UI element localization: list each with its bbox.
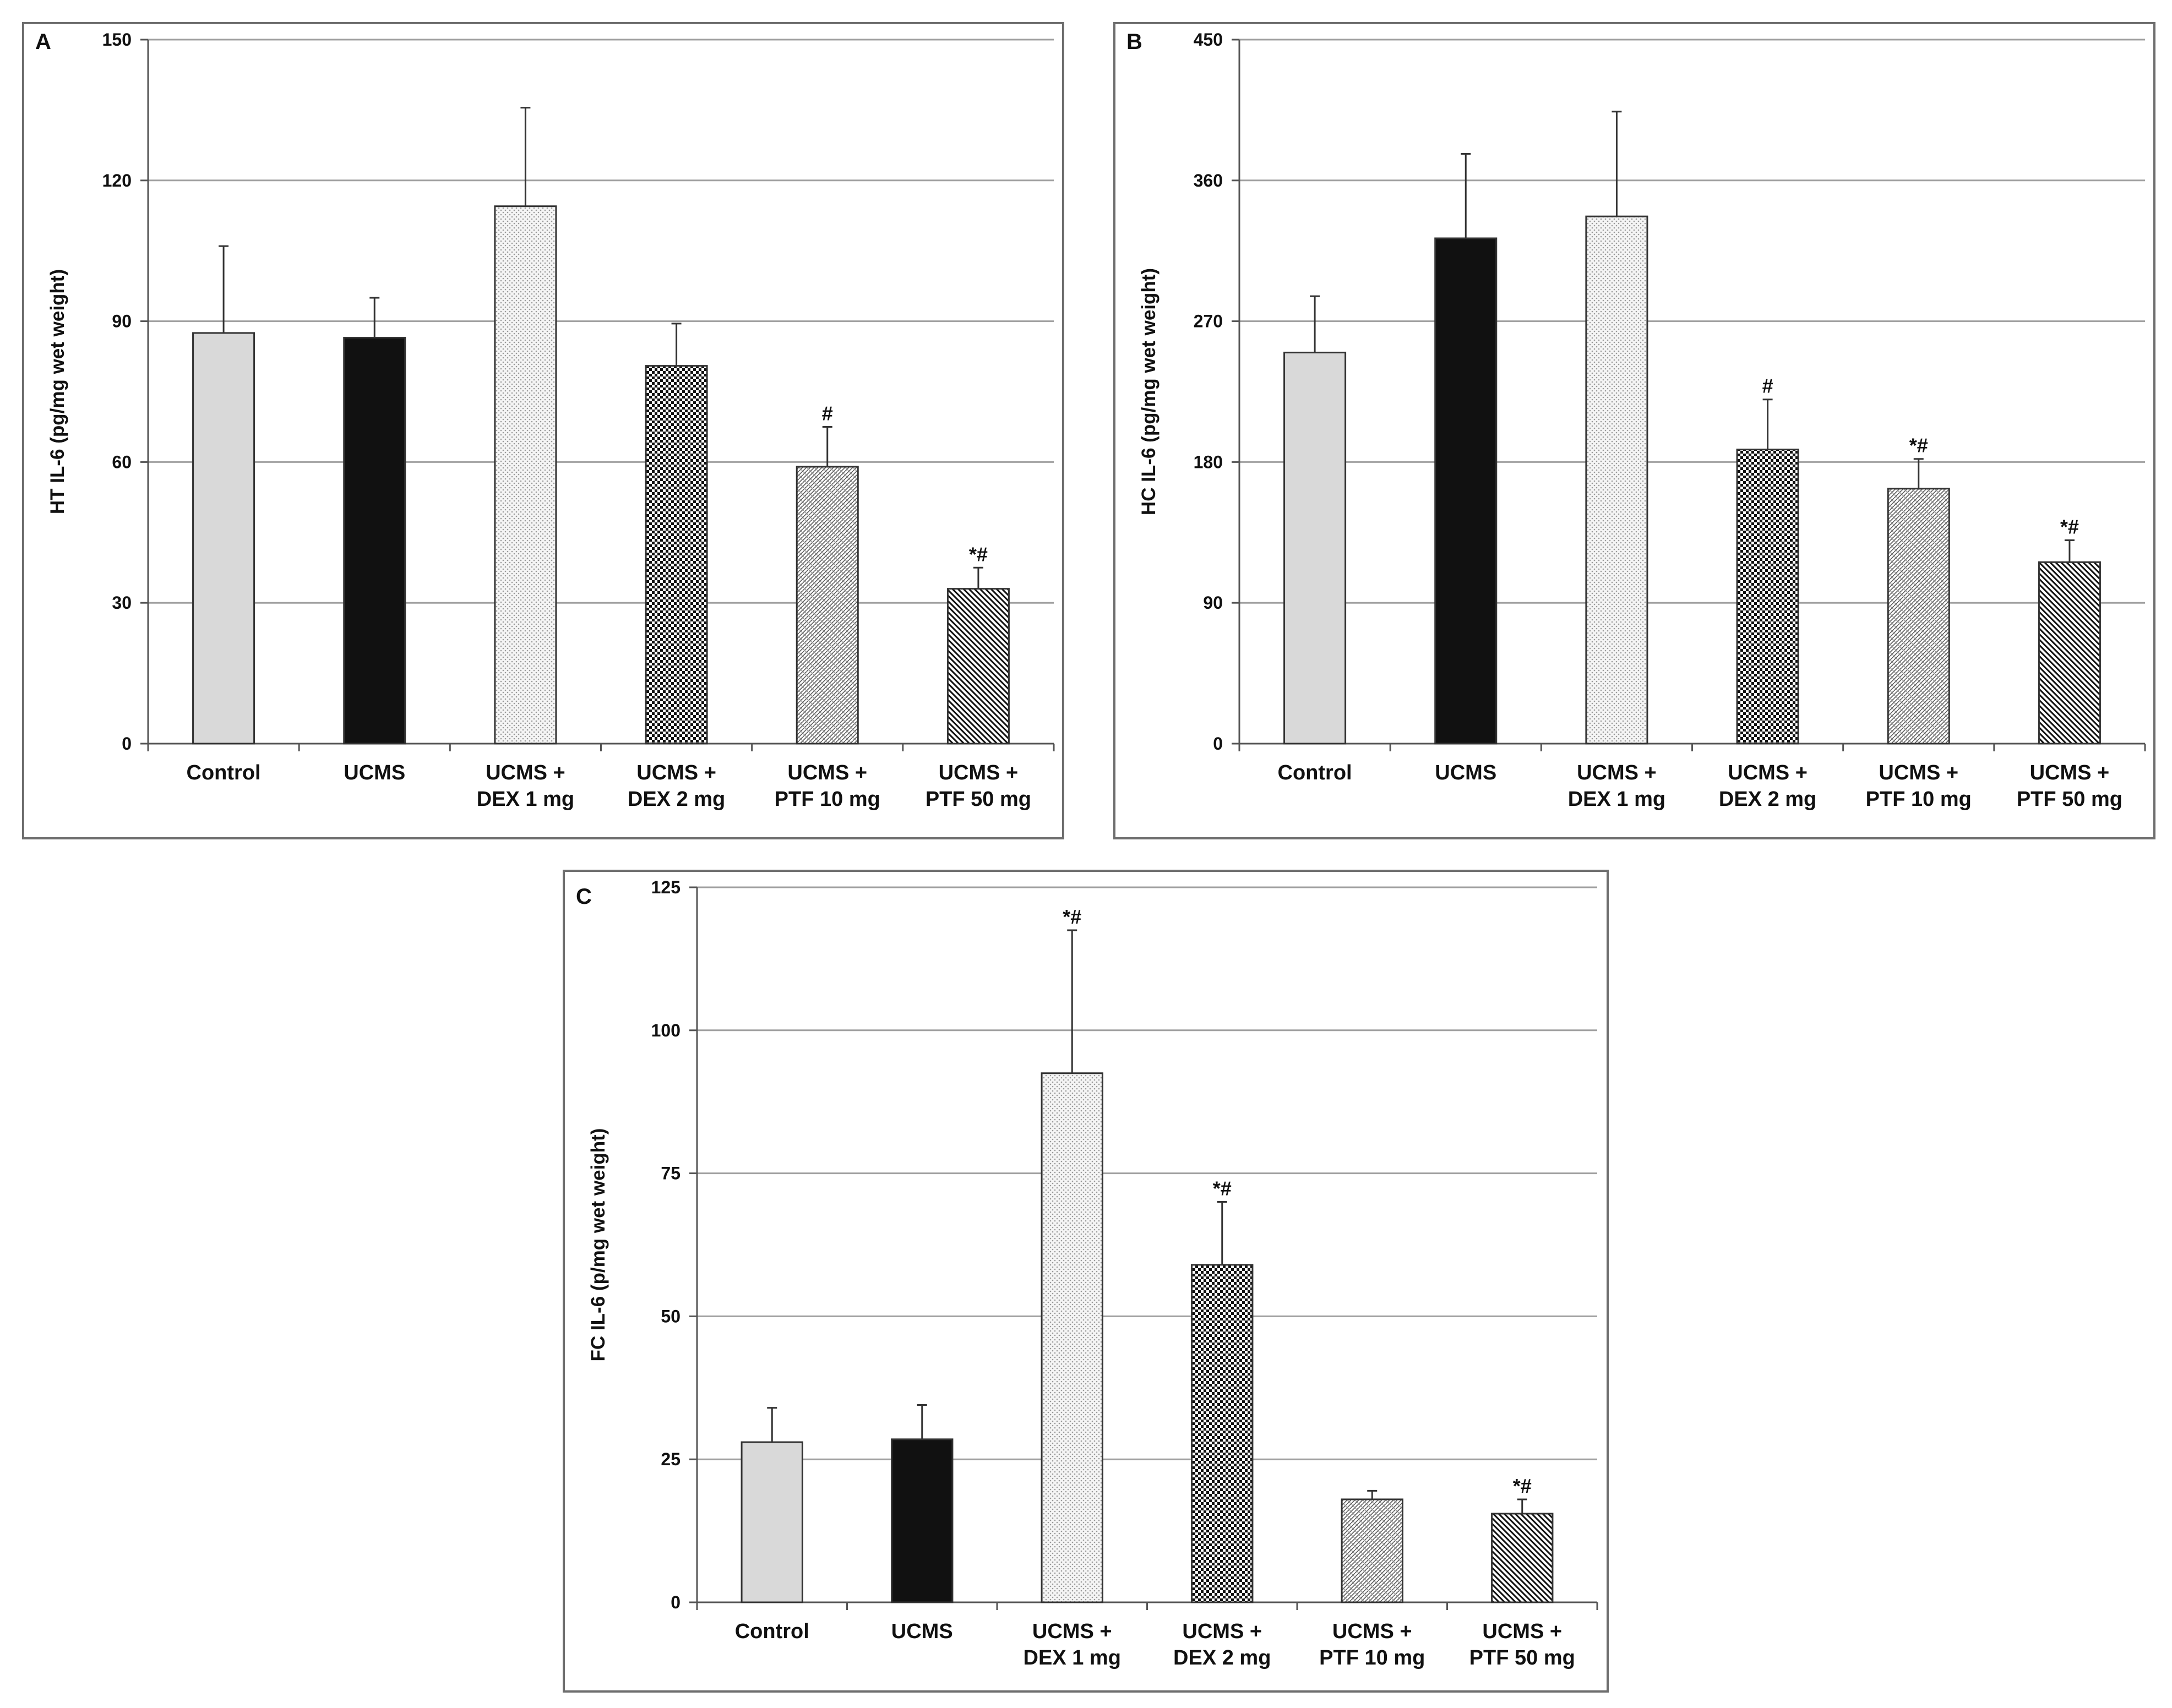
x-tick-label: UCMS +: [636, 761, 716, 784]
y-axis-title: FC IL-6 (p/mg wet weight): [587, 1128, 609, 1362]
x-tick-label: UCMS +: [1482, 1620, 1562, 1643]
x-tick-label: UCMS +: [1182, 1620, 1262, 1643]
x-tick-label: PTF 10 mg: [1319, 1646, 1425, 1669]
x-tick-label: DEX 1 mg: [1568, 788, 1665, 811]
x-tick-label: Control: [735, 1620, 809, 1643]
y-tick-label: 90: [1203, 593, 1223, 613]
x-tick-label: DEX 2 mg: [1719, 788, 1816, 811]
significance-annotation: *#: [2060, 516, 2079, 538]
x-tick-label: PTF 50 mg: [926, 788, 1031, 811]
bar: [796, 466, 859, 745]
significance-annotation: #: [822, 402, 833, 424]
significance-annotation: *#: [1063, 905, 1081, 928]
x-tick-label: UCMS +: [1728, 761, 1808, 784]
bar: [1283, 351, 1347, 745]
x-tick-label: UCMS +: [1332, 1620, 1412, 1643]
x-tick-label: Control: [187, 761, 261, 784]
y-tick-label: 75: [661, 1164, 681, 1183]
x-tick-label: UCMS +: [1577, 761, 1657, 784]
panel-label-a: A: [35, 30, 51, 54]
significance-annotation: *#: [969, 543, 988, 565]
bar: [1434, 237, 1498, 745]
bar: [1341, 1498, 1403, 1603]
panel-label-b: B: [1126, 30, 1142, 54]
y-tick-label: 90: [112, 312, 132, 331]
bar: [741, 1441, 803, 1603]
significance-annotation: *#: [1909, 434, 1928, 457]
x-tick-label: PTF 50 mg: [2017, 788, 2122, 811]
y-tick-label: 60: [112, 452, 132, 472]
x-tick-label: UCMS +: [2030, 761, 2110, 784]
bar: [2038, 561, 2101, 745]
x-tick-label: UCMS +: [787, 761, 867, 784]
y-tick-label: 0: [671, 1592, 681, 1612]
y-axis-title: HT IL-6 (pg/mg wet weight): [47, 269, 68, 514]
y-tick-label: 180: [1194, 452, 1223, 472]
y-tick-label: 120: [102, 171, 132, 190]
bar: [891, 1438, 954, 1603]
bar: [192, 332, 255, 745]
significance-annotation: *#: [1213, 1177, 1232, 1200]
bar: [645, 365, 708, 745]
y-tick-label: 100: [651, 1021, 681, 1040]
significance-annotation: #: [1762, 375, 1773, 397]
x-tick-label: DEX 2 mg: [1173, 1646, 1271, 1669]
x-tick-label: UCMS: [891, 1620, 953, 1643]
bar: [1887, 488, 1950, 745]
y-tick-label: 25: [661, 1449, 681, 1469]
chart-panel-b: 0 90 180 270 360 450 Control UCMS UCMS + DEX 1 mg…: [1113, 22, 2155, 839]
bar: [1041, 1072, 1103, 1603]
x-tick-label: DEX 1 mg: [1024, 1646, 1121, 1669]
bar: [343, 336, 406, 745]
y-tick-label: 50: [661, 1306, 681, 1326]
bar: [1736, 449, 1799, 745]
x-tick-label: UCMS +: [1032, 1620, 1112, 1643]
chart-panel-c: 0 25 50 75 100 125 Control UCMS *# UCMS + DEX 1 mg…: [563, 870, 1609, 1693]
y-tick-label: 360: [1194, 171, 1223, 190]
x-tick-label: PTF 10 mg: [1866, 788, 1972, 811]
x-tick-label: UCMS +: [939, 761, 1019, 784]
bar: [1585, 215, 1648, 745]
y-tick-label: 450: [1194, 30, 1223, 50]
y-tick-label: 0: [1213, 734, 1223, 754]
x-tick-label: UCMS: [1435, 761, 1496, 784]
x-tick-label: PTF 10 mg: [775, 788, 880, 811]
chart-a-svg: 0 30 60 90 120 150 Control UCMS UCMS + DEX 1 mg UC…: [35, 30, 1055, 811]
x-tick-label: DEX 1 mg: [477, 788, 574, 811]
bar: [494, 205, 557, 745]
x-tick-label: UCMS +: [486, 761, 565, 784]
x-tick-label: UCMS +: [1879, 761, 1958, 784]
chart-panel-a: 0 30 60 90 120 150 Control UCMS UCMS + DEX 1 mg UC…: [22, 22, 1064, 839]
x-tick-label: Control: [1278, 761, 1352, 784]
x-tick-label: DEX 2 mg: [628, 788, 725, 811]
y-tick-label: 270: [1194, 312, 1223, 331]
y-tick-label: 30: [112, 593, 132, 613]
x-tick-label: PTF 50 mg: [1469, 1646, 1575, 1669]
y-tick-label: 0: [122, 734, 132, 754]
significance-annotation: *#: [1513, 1475, 1532, 1497]
chart-c-svg: 0 25 50 75 100 125 Control UCMS *# UCMS + DEX 1 mg…: [576, 877, 1598, 1669]
y-tick-label: 125: [651, 877, 681, 897]
y-tick-label: 150: [102, 30, 132, 50]
bar: [1491, 1513, 1554, 1603]
chart-b-svg: 0 90 180 270 360 450 Control UCMS UCMS + DEX 1 mg…: [1126, 30, 2146, 811]
y-axis-title: HC IL-6 (pg/mg wet weight): [1138, 268, 1160, 515]
panel-label-c: C: [576, 885, 592, 909]
x-tick-label: UCMS: [344, 761, 405, 784]
bar: [946, 588, 1010, 745]
bar: [1191, 1264, 1254, 1603]
